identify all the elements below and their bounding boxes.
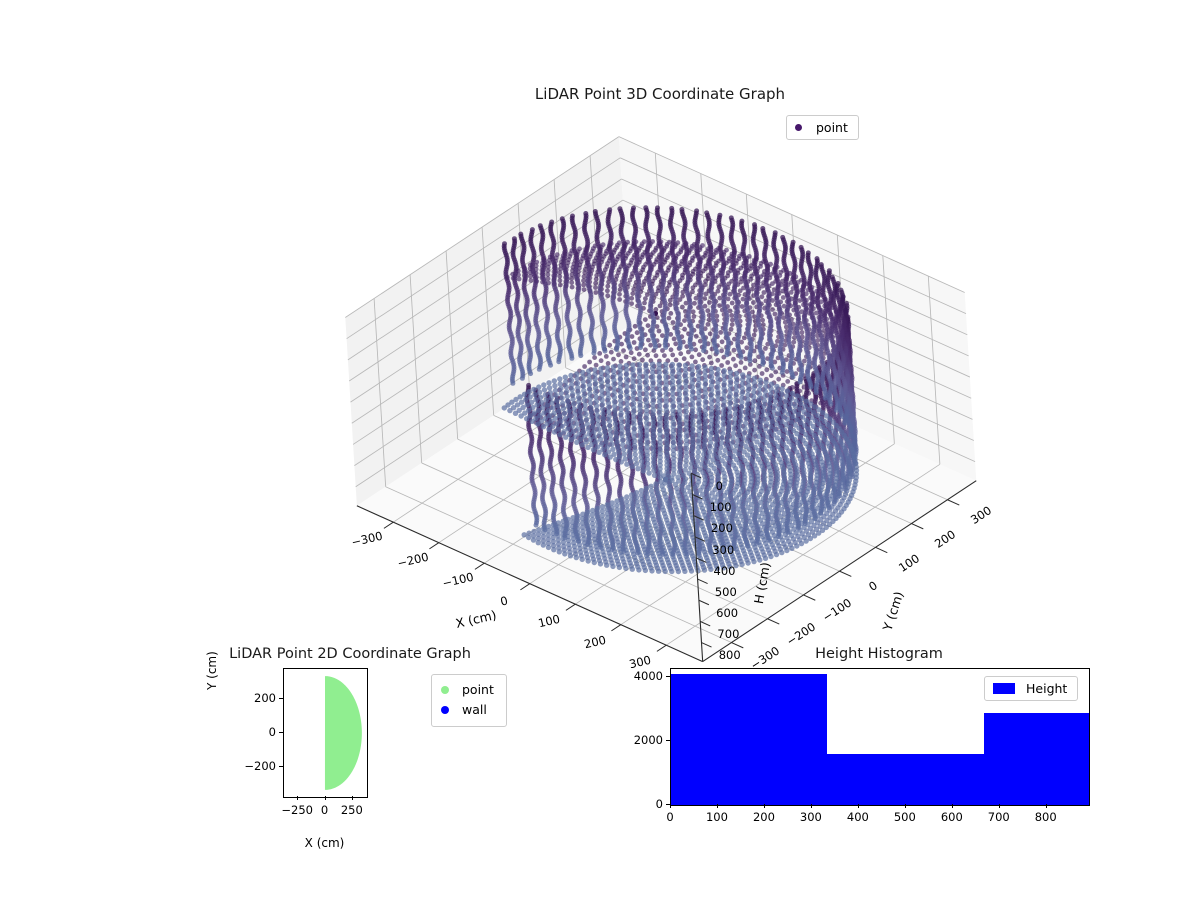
scatter2d-point-cloud [324, 676, 362, 790]
scatter3d-axes: −300 −200 −100 0 100 200 300 −300 −200 −100 0 100 20… [345, 105, 994, 672]
histogram-xtick-mark [951, 804, 953, 808]
histogram-ytick-mark [666, 740, 670, 741]
scatter2d-xtick-mark [324, 796, 326, 800]
histogram-xtick-mark [904, 804, 906, 808]
histogram-xtick-500: 500 [893, 810, 916, 824]
histogram-xtick-700: 700 [987, 810, 1010, 824]
histogram-ytick-0: 0 [655, 797, 663, 811]
histogram-ytick-mark [666, 676, 670, 677]
histogram-xtick-600: 600 [940, 810, 963, 824]
ztick-300: 300 [712, 542, 735, 557]
histogram-bar [827, 754, 985, 805]
ytick-200: 200 [932, 526, 959, 551]
histogram-xtick-mark [810, 804, 812, 808]
scatter2d-xtick-mark [297, 796, 299, 800]
histogram-xtick-0: 0 [666, 810, 674, 824]
legend-item-point: point [441, 680, 494, 700]
legend-height-label: Height [1026, 681, 1068, 696]
ztick-600: 600 [716, 605, 739, 620]
ytick-300: 300 [968, 503, 995, 527]
histogram-xtick-200: 200 [752, 810, 775, 824]
scatter2d-canvas [324, 676, 362, 790]
histogram-ytick-mark [666, 804, 670, 805]
histogram-bar [671, 674, 828, 805]
legend-wall-label: wall [462, 702, 487, 718]
histogram-xtick-mark [1045, 804, 1047, 808]
xtick--300: −300 [350, 528, 385, 550]
histogram-xtick-800: 800 [1034, 810, 1057, 824]
legend-height-swatch-icon [993, 683, 1015, 694]
scatter2d-legend: point wall [431, 674, 507, 727]
histogram-legend: Height [984, 676, 1079, 701]
scatter2d-ytick-0: 0 [268, 725, 276, 739]
histogram-xtick-100: 100 [705, 810, 728, 824]
histogram-xtick-mark [763, 804, 765, 808]
scatter2d-xtick-0: 0 [320, 803, 329, 817]
scatter2d-ytick-mark [279, 698, 283, 700]
histogram-xtick-300: 300 [799, 810, 822, 824]
legend-wall-marker-icon [441, 706, 449, 715]
ztick-800: 800 [718, 648, 741, 663]
scatter2d-ytick-mark [279, 732, 283, 733]
histogram-ytick-2000: 2000 [633, 733, 663, 747]
histogram-title: Height Histogram [815, 646, 943, 662]
ztick-200: 200 [710, 521, 733, 536]
legend-item-wall: wall [441, 700, 494, 720]
histogram-xtick-mark [857, 804, 859, 808]
scatter2d-ytick--200: −200 [244, 758, 276, 773]
histogram-bar [984, 712, 1089, 805]
ztick-100: 100 [709, 500, 732, 515]
histogram-xtick-mark [998, 804, 1000, 808]
scatter3d-axis-lines [356, 472, 977, 663]
scatter2d-title: LiDAR Point 2D Coordinate Graph [229, 646, 471, 662]
histogram-ytick-4000: 4000 [633, 669, 663, 683]
scatter3d-title: LiDAR Point 3D Coordinate Graph [534, 85, 786, 103]
ztick-400: 400 [713, 563, 736, 578]
legend-point-marker-icon [795, 124, 802, 131]
scatter2d-xlabel: X (cm) [304, 836, 345, 850]
scatter2d-axes [283, 668, 368, 798]
legend-point-marker-icon [441, 686, 449, 695]
scatter3d-canvas [345, 136, 977, 663]
ztick-500: 500 [714, 584, 737, 599]
scatter2d-ylabel: Y (cm) [205, 651, 219, 690]
legend-point-label: point [462, 682, 494, 697]
histogram-xtick-mark [670, 804, 671, 808]
scatter3d-legend: point [786, 115, 859, 140]
scatter2d-xtick--250: −250 [281, 803, 313, 817]
histogram-xtick-400: 400 [846, 810, 869, 824]
scatter3d-point-cloud [501, 205, 860, 575]
ztick-700: 700 [717, 627, 740, 642]
scatter2d-xtick-250: 250 [340, 803, 363, 817]
legend-point-label: point [816, 120, 848, 135]
ztick-0: 0 [715, 479, 723, 494]
scatter2d-ytick-mark [279, 765, 283, 767]
scatter2d-ytick-200: 200 [254, 691, 276, 706]
scatter2d-xtick-mark [351, 796, 353, 800]
histogram-xtick-mark [716, 804, 718, 808]
